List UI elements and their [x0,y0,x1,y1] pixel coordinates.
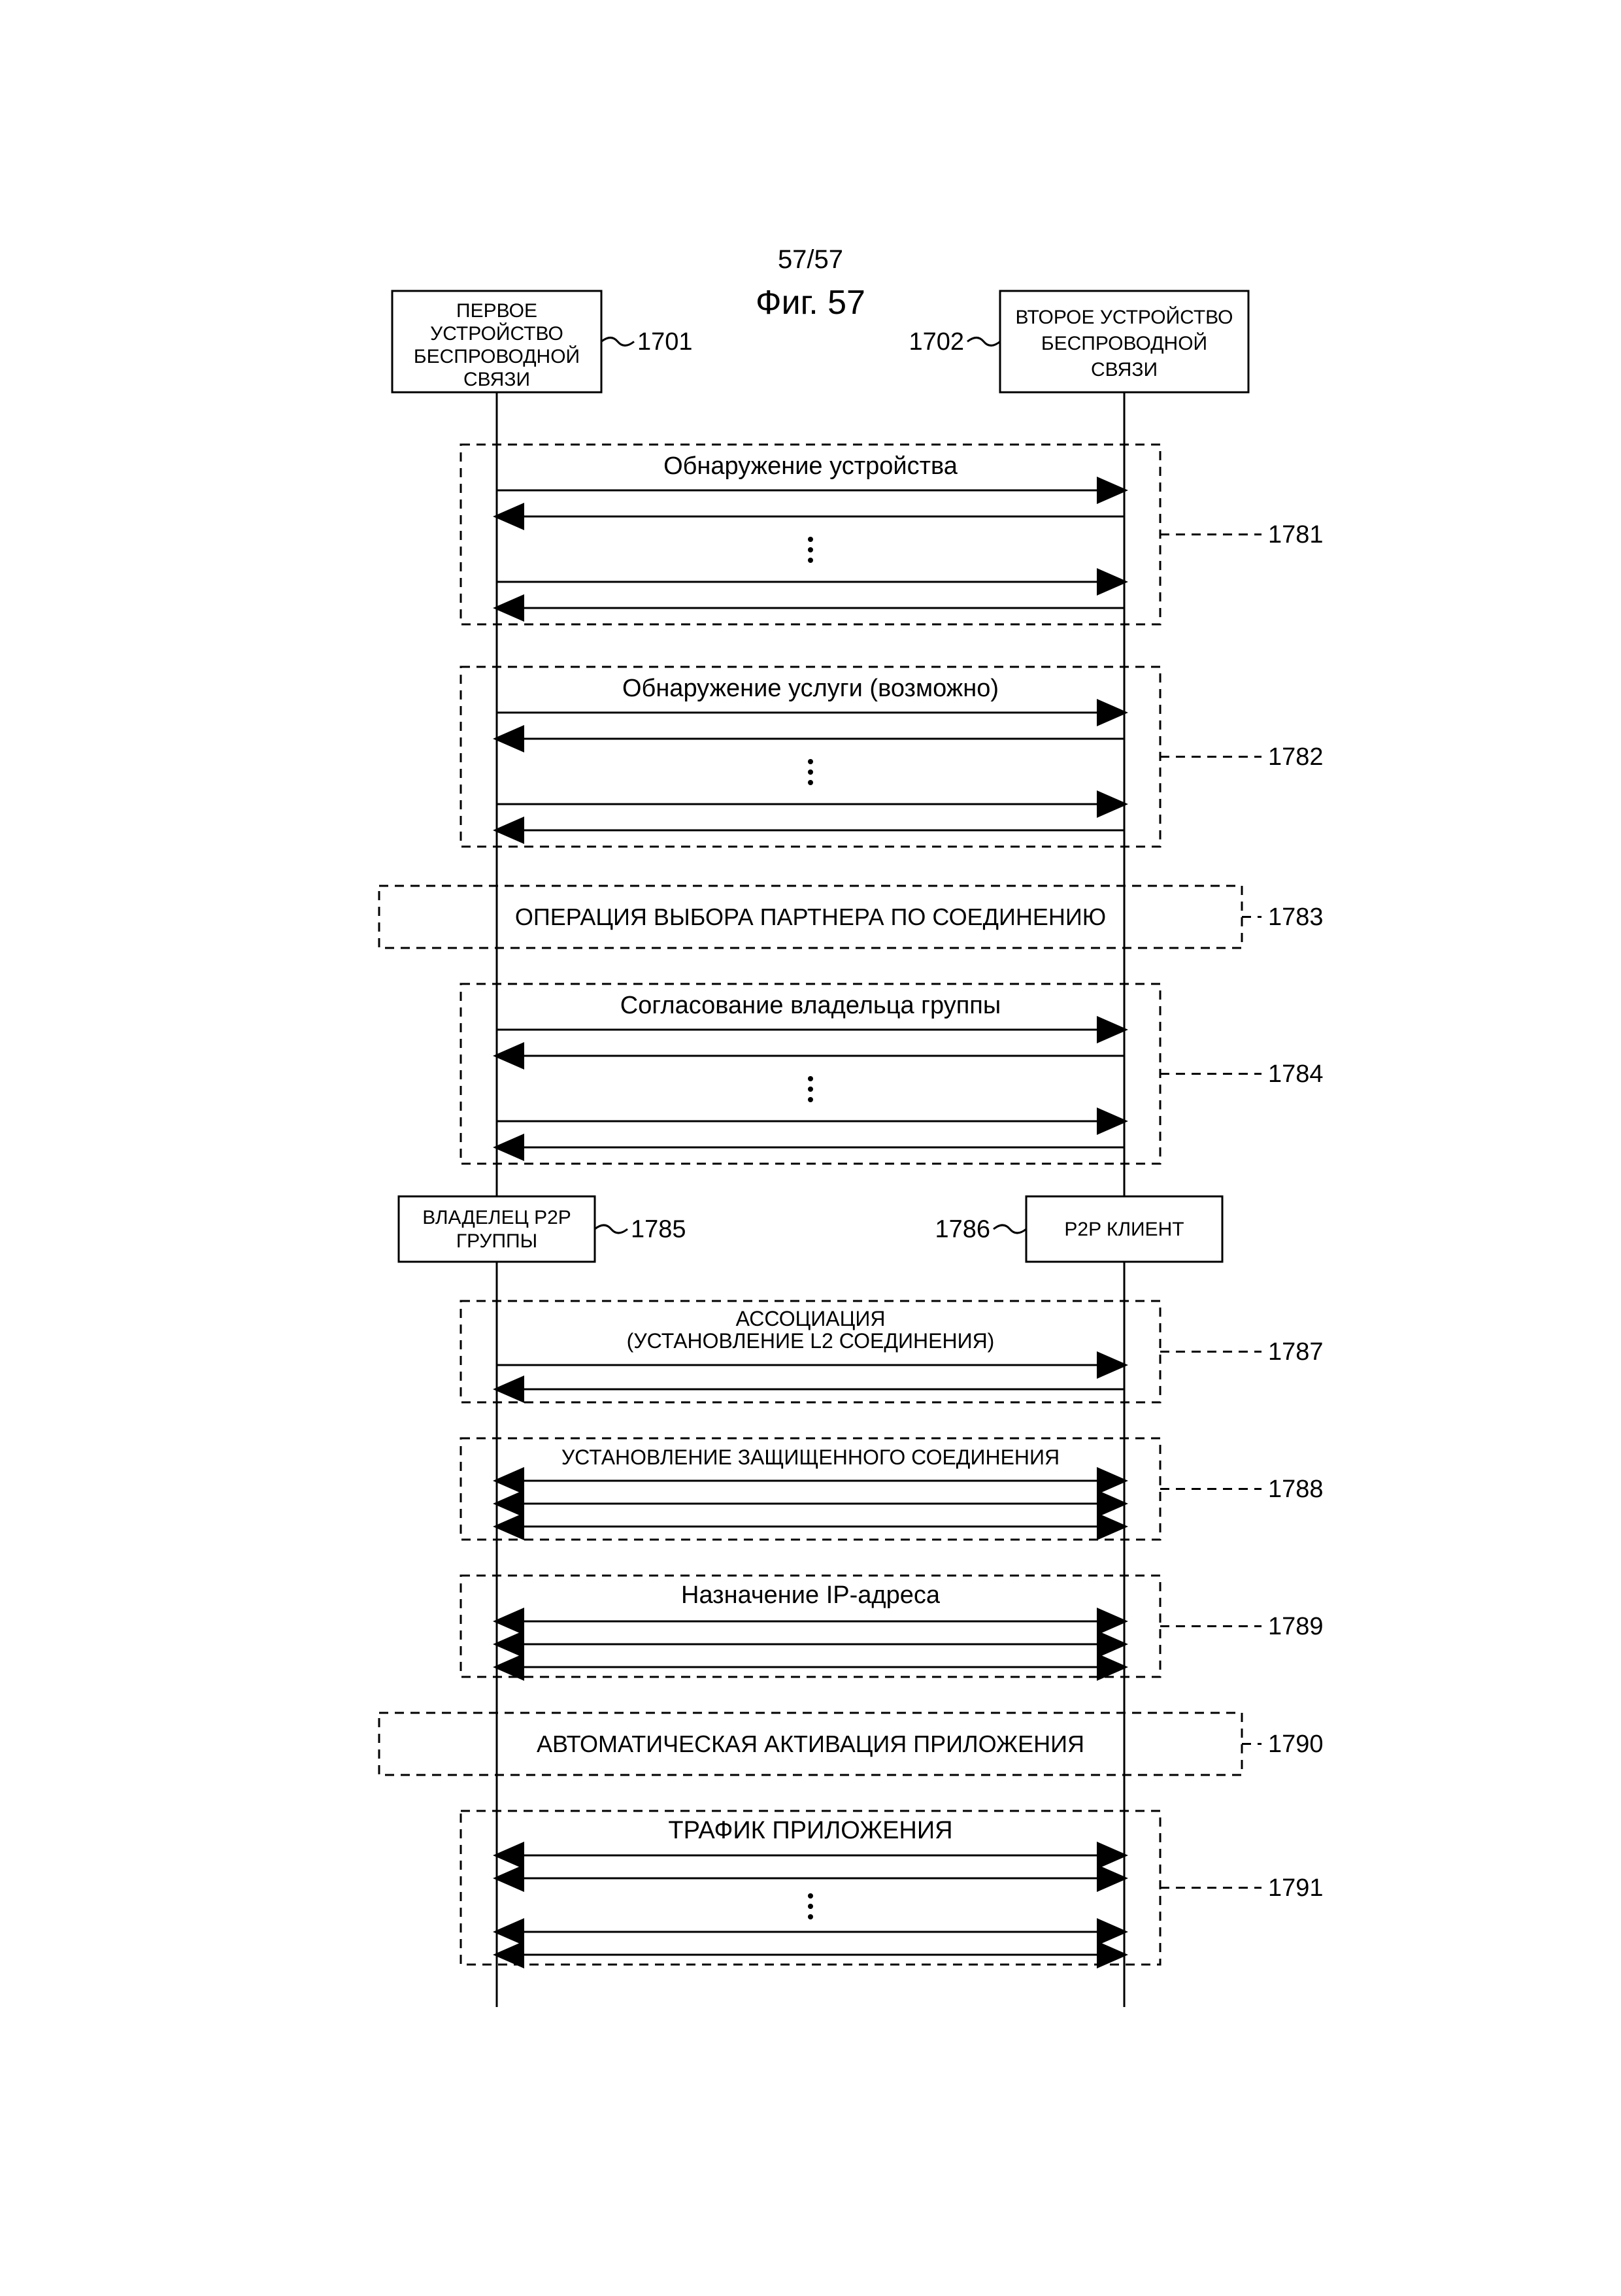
svg-text:ОПЕРАЦИЯ ВЫБОРА ПАРТНЕРА ПО СО: ОПЕРАЦИЯ ВЫБОРА ПАРТНЕРА ПО СОЕДИНЕНИЮ [515,903,1106,930]
svg-text:АВТОМАТИЧЕСКАЯ АКТИВАЦИЯ ПРИЛО: АВТОМАТИЧЕСКАЯ АКТИВАЦИЯ ПРИЛОЖЕНИЯ [537,1730,1084,1757]
svg-text:Обнаружение услуги (возможно): Обнаружение услуги (возможно) [622,675,999,702]
svg-text:1781: 1781 [1268,521,1324,549]
svg-text:1784: 1784 [1268,1060,1324,1088]
svg-text:1782: 1782 [1268,743,1324,771]
svg-text:1783: 1783 [1268,903,1324,931]
svg-text:Согласование владельца группы: Согласование владельца группы [620,992,1001,1019]
svg-text:УСТРОЙСТВО: УСТРОЙСТВО [430,322,563,345]
svg-text:СВЯЗИ: СВЯЗИ [463,369,530,390]
sequence-diagram: 57/57Фиг. 57ПЕРВОЕУСТРОЙСТВОБЕСПРОВОДНОЙ… [0,0,1621,2293]
page: 57/57Фиг. 57ПЕРВОЕУСТРОЙСТВОБЕСПРОВОДНОЙ… [0,0,1621,2293]
svg-text:1701: 1701 [637,328,693,356]
svg-text:ТРАФИК ПРИЛОЖЕНИЯ: ТРАФИК ПРИЛОЖЕНИЯ [668,1817,952,1844]
svg-text:ПЕРВОЕ: ПЕРВОЕ [456,300,537,322]
svg-text:1785: 1785 [631,1216,686,1243]
svg-text:1788: 1788 [1268,1476,1324,1503]
svg-text:1702: 1702 [909,328,964,356]
svg-text:БЕСПРОВОДНОЙ: БЕСПРОВОДНОЙ [1041,332,1207,354]
svg-text:УСТАНОВЛЕНИЕ ЗАЩИЩЕННОГО СОЕДИ: УСТАНОВЛЕНИЕ ЗАЩИЩЕННОГО СОЕДИНЕНИЯ [561,1445,1060,1469]
svg-text:1786: 1786 [935,1216,990,1243]
svg-text:1790: 1790 [1268,1730,1324,1758]
svg-text:АССОЦИАЦИЯ: АССОЦИАЦИЯ [736,1307,886,1330]
svg-text:1787: 1787 [1268,1338,1324,1366]
svg-text:ВТОРОЕ УСТРОЙСТВО: ВТОРОЕ УСТРОЙСТВО [1016,306,1233,328]
svg-text:СВЯЗИ: СВЯЗИ [1091,359,1158,380]
svg-text:ГРУППЫ: ГРУППЫ [456,1230,537,1252]
svg-text:1791: 1791 [1268,1874,1324,1902]
svg-text:Назначение IP-адреса: Назначение IP-адреса [681,1581,941,1609]
svg-text:(УСТАНОВЛЕНИЕ L2 СОЕДИНЕНИЯ): (УСТАНОВЛЕНИЕ L2 СОЕДИНЕНИЯ) [627,1329,995,1353]
svg-text:P2P КЛИЕНТ: P2P КЛИЕНТ [1064,1219,1184,1240]
svg-text:БЕСПРОВОДНОЙ: БЕСПРОВОДНОЙ [414,345,580,367]
svg-text:57/57: 57/57 [778,245,843,274]
svg-text:1789: 1789 [1268,1613,1324,1640]
svg-text:ВЛАДЕЛЕЦ P2P: ВЛАДЕЛЕЦ P2P [422,1207,571,1228]
svg-text:Обнаружение устройства: Обнаружение устройства [663,452,958,480]
svg-text:Фиг. 57: Фиг. 57 [756,284,865,322]
